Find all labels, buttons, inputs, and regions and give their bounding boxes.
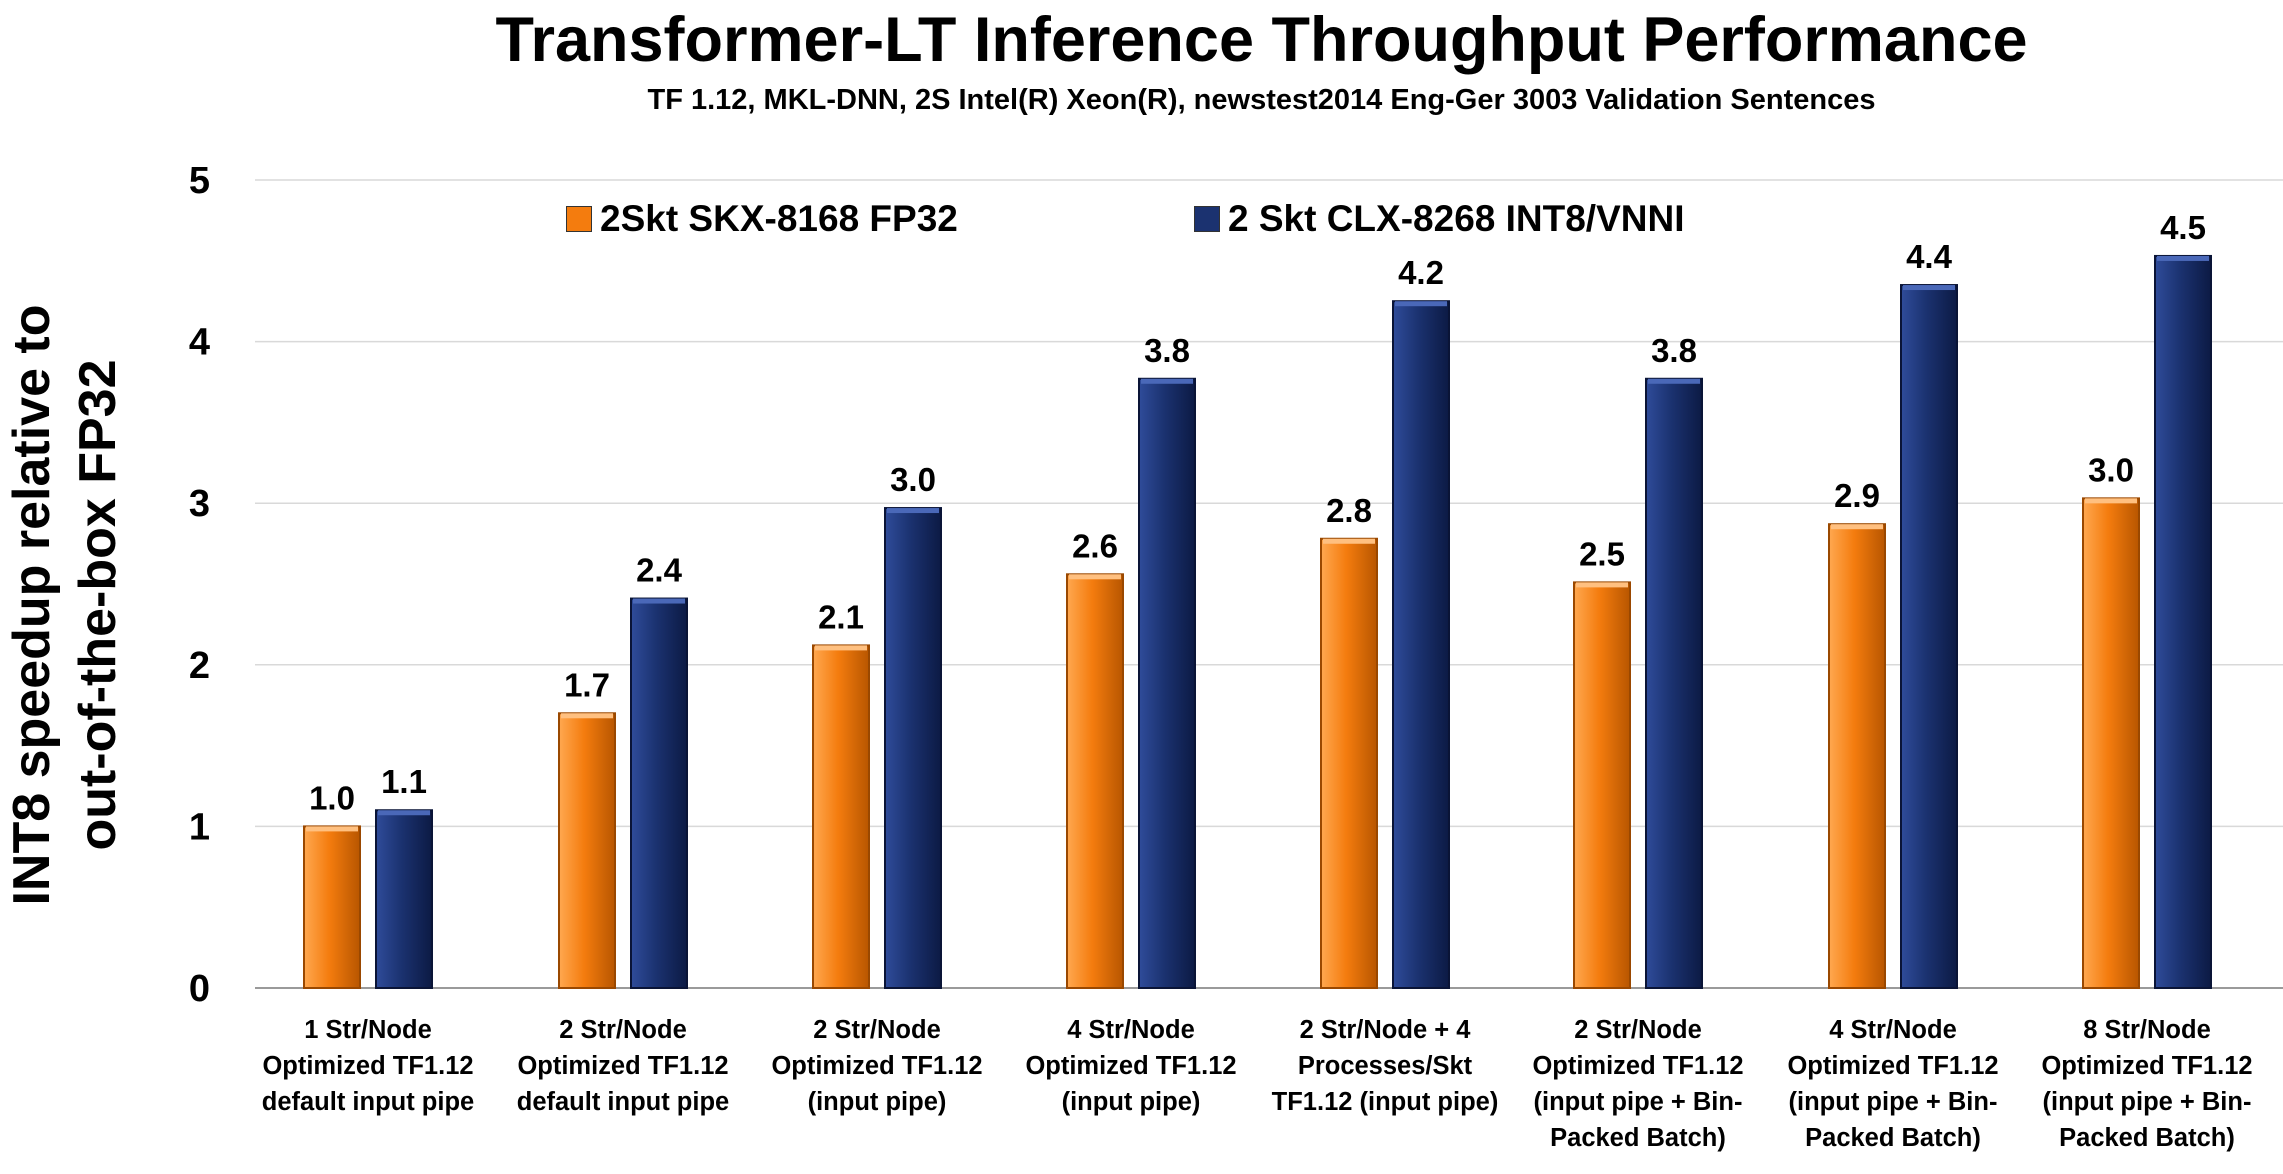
y-tick-label: 4 (189, 322, 210, 364)
x-tick-label: 2 Str/Node Optimized TF1.12 default input … (516, 1016, 730, 1116)
bar-top-highlight (1141, 378, 1193, 384)
bar (2154, 254, 2212, 989)
legend-label-int8: 2 Skt CLX-8268 INT8/VNNI (1228, 198, 1685, 239)
bar-top-highlight (633, 598, 685, 604)
legend-item-fp32: 2Skt SKX-8168 FP32 (566, 196, 958, 242)
data-label: 3.8 (1651, 332, 1697, 369)
chart-title: Transformer-LT Inference Throughput Perf… (495, 5, 2028, 75)
bar-top-highlight (1903, 285, 1955, 291)
data-label: 2.1 (818, 598, 864, 635)
bar (2082, 497, 2140, 989)
legend-item-int8: 2 Skt CLX-8268 INT8/VNNI (1194, 196, 1684, 242)
bar-top-highlight (1831, 524, 1883, 530)
data-label: 2.8 (1326, 492, 1372, 529)
data-label: 3.0 (2088, 451, 2134, 488)
bar (1138, 377, 1196, 989)
bar (1828, 523, 1886, 989)
data-label: 1.7 (564, 666, 610, 703)
bar (1392, 300, 1450, 989)
bar-top-highlight (815, 645, 867, 651)
bar-top-highlight (378, 810, 430, 816)
y-tick-label: 3 (189, 483, 210, 525)
x-tick-label: 2 Str/Node Optimized TF1.12 (input pipe + … (1532, 1016, 1744, 1152)
legend-swatch-fp32 (566, 206, 592, 232)
bar-top-highlight (887, 508, 939, 514)
bar-top-highlight (2085, 498, 2137, 504)
bar (1645, 377, 1703, 989)
bar-top-highlight (1395, 301, 1447, 307)
y-tick-label: 0 (189, 968, 210, 1010)
x-tick-label: 1 Str/Node Optimized TF1.12 default input … (261, 1016, 475, 1116)
data-label: 1.1 (381, 763, 427, 800)
bar (630, 597, 688, 989)
data-label: 2.9 (1834, 477, 1880, 514)
data-label: 4.5 (2160, 209, 2206, 246)
bar (1900, 284, 1958, 990)
bar (1066, 573, 1124, 990)
bar (375, 809, 433, 989)
bar-top-highlight (1648, 378, 1700, 384)
y-tick-label: 2 (189, 645, 210, 687)
bar-top-highlight (561, 713, 613, 719)
bar-top-highlight (1069, 574, 1121, 580)
x-tick-label: 8 Str/Node Optimized TF1.12 (input pipe + … (2041, 1016, 2253, 1152)
data-label: 1.0 (309, 779, 355, 816)
bar (303, 825, 361, 990)
y-tick-label: 5 (189, 160, 210, 202)
legend-swatch-int8 (1194, 206, 1220, 232)
bar (1320, 537, 1378, 989)
y-tick-label: 1 (189, 806, 210, 848)
bar-top-highlight (1576, 582, 1628, 588)
bar-top-highlight (2157, 255, 2209, 261)
data-label: 3.0 (890, 461, 936, 498)
data-label: 2.6 (1072, 527, 1118, 564)
legend-label-fp32: 2Skt SKX-8168 FP32 (600, 198, 958, 239)
y-tick-labels: 0 1 2 3 4 5 (189, 160, 210, 1010)
x-tick-label: 4 Str/Node Optimized TF1.12 (input pipe + … (1787, 1016, 1999, 1152)
x-tick-label: 4 Str/Node Optimized TF1.12 (input pipe) (1025, 1016, 1237, 1116)
data-label: 2.5 (1579, 535, 1625, 572)
bar (812, 644, 870, 990)
bar (884, 507, 942, 989)
data-label: 3.8 (1144, 332, 1190, 369)
chart-subtitle: TF 1.12, MKL-DNN, 2S Intel(R) Xeon(R), n… (647, 84, 1876, 116)
bar (1573, 581, 1631, 989)
x-tick-label: 2 Str/Node + 4 Processes/Skt TF1.12 (input… (1271, 1016, 1499, 1116)
data-label: 2.4 (636, 552, 683, 589)
x-tick-label: 2 Str/Node Optimized TF1.12 (input pipe) (771, 1016, 983, 1116)
data-label: 4.4 (1906, 238, 1953, 275)
bar-top-highlight (1323, 538, 1375, 544)
data-labels: 1.0 1.7 2.1 2.6 2.8 2.5 2.9 3.0 1.1 2.4 3.0 3.8 4.2 3… (309, 209, 2206, 816)
data-label: 4.2 (1398, 254, 1444, 291)
bar-marks (303, 254, 2212, 990)
bar (558, 712, 616, 990)
bar-top-highlight (306, 826, 358, 832)
